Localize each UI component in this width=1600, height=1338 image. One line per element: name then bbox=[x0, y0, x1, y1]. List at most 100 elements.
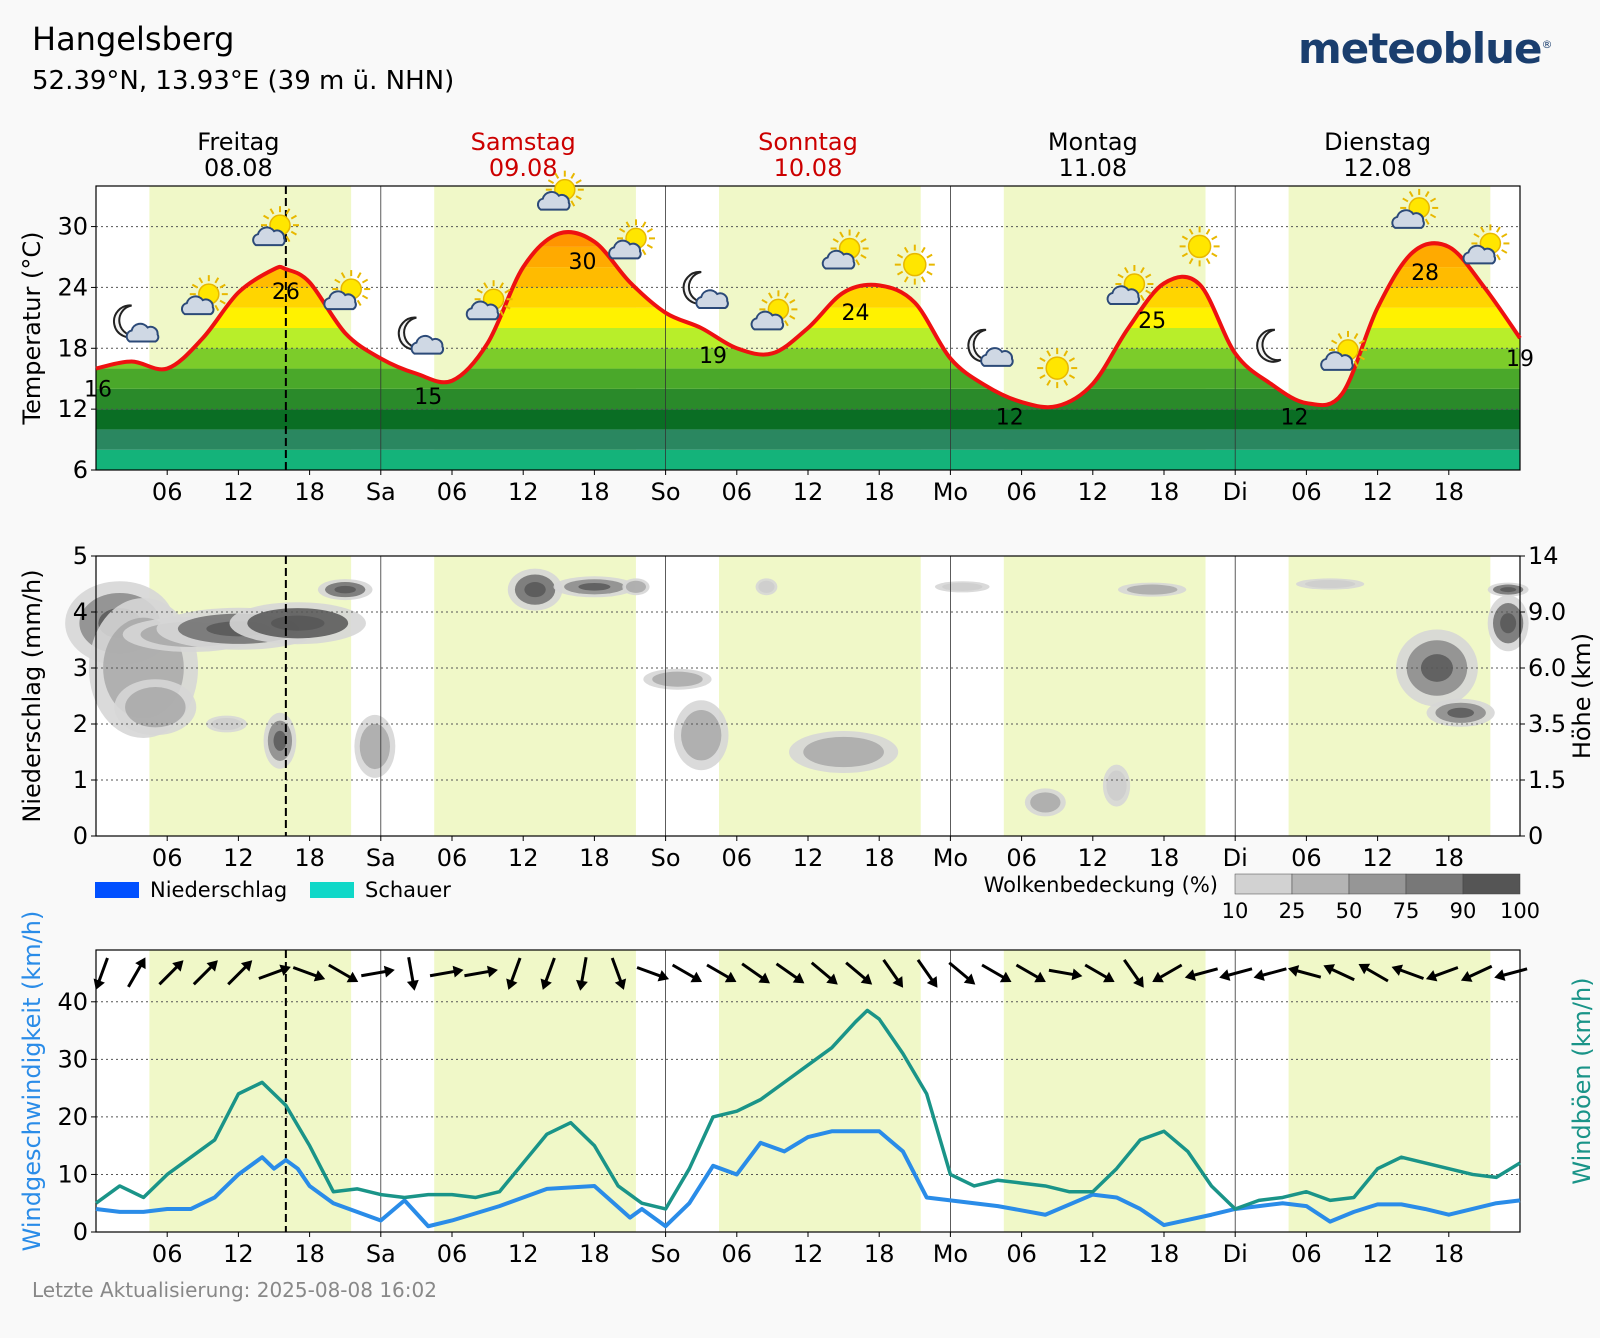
wind-ytick-label: 10 bbox=[57, 1160, 88, 1188]
sun-ray bbox=[361, 278, 369, 284]
temp-label: 12 bbox=[1281, 406, 1309, 431]
sun-ray bbox=[619, 227, 626, 233]
wind-arrow-icon bbox=[540, 957, 556, 990]
day-name-1: Samstag bbox=[471, 128, 576, 156]
cloud-blob-inner bbox=[1304, 579, 1356, 589]
sun-ray bbox=[219, 283, 226, 289]
cloud-blob-inner bbox=[803, 736, 884, 768]
wind-xtick-label: Mo bbox=[933, 1240, 968, 1268]
sun-ray bbox=[1473, 233, 1480, 238]
temp-label: 24 bbox=[841, 301, 869, 326]
sun-ray bbox=[903, 246, 909, 254]
sun-ray bbox=[1205, 228, 1211, 235]
wind-daylight-2 bbox=[719, 950, 921, 1232]
height-tick-label: 9.0 bbox=[1528, 598, 1566, 626]
sun-ray bbox=[340, 272, 346, 279]
meteoblue-logo[interactable]: meteoblue® bbox=[1298, 24, 1553, 73]
sun-ray bbox=[1358, 355, 1365, 361]
wind-xtick-label: Di bbox=[1223, 1240, 1248, 1268]
height-y-axis-label: Höhe (km) bbox=[1568, 633, 1596, 759]
wind-arrow-icon bbox=[1084, 963, 1115, 983]
sun-cloud-icon bbox=[252, 206, 299, 247]
sun-ray bbox=[920, 276, 926, 283]
day-name-2: Sonntag bbox=[758, 128, 858, 156]
sun-ray bbox=[1046, 379, 1052, 386]
wind-arrow-head bbox=[135, 957, 146, 970]
wind-xtick-label: 12 bbox=[508, 1240, 539, 1268]
cloud-shape bbox=[410, 334, 445, 355]
temp-xtick-label: 06 bbox=[152, 478, 183, 506]
cloud-scale-label: 90 bbox=[1450, 899, 1477, 923]
sun-ray bbox=[926, 270, 933, 276]
wind-arrow-icon bbox=[506, 957, 522, 990]
cloud-scale-label: 10 bbox=[1222, 899, 1249, 923]
sun-ray bbox=[641, 249, 647, 256]
precip-y-axis-label: Niederschlag (mm/h) bbox=[18, 569, 46, 822]
precip-ytick-label: 4 bbox=[73, 598, 88, 626]
temp-band bbox=[96, 429, 1520, 450]
sun-ray bbox=[646, 243, 653, 249]
wind-arrow-head bbox=[999, 971, 1012, 983]
sun-disc bbox=[1187, 234, 1212, 259]
sun-ray bbox=[1353, 360, 1359, 367]
logo-text: meteoblue bbox=[1298, 24, 1543, 73]
wind-arrow-head bbox=[1071, 968, 1083, 981]
precip-xtick-label: 06 bbox=[437, 844, 468, 872]
sun-ray bbox=[784, 320, 789, 327]
height-tick-label: 0 bbox=[1528, 822, 1543, 850]
temp-xtick-label: Sa bbox=[366, 478, 396, 506]
sun-icon bbox=[1037, 348, 1078, 389]
cloud-shape bbox=[125, 322, 160, 343]
precip-xtick-label: 12 bbox=[793, 844, 824, 872]
wind-arrow-icon bbox=[1152, 963, 1183, 983]
temp-y-axis-label: Temperatur (°C) bbox=[18, 232, 46, 426]
sun-ray bbox=[1145, 289, 1152, 295]
wind-xtick-label: 12 bbox=[793, 1240, 824, 1268]
sun-ray bbox=[1188, 228, 1194, 235]
wind-arrow-head bbox=[1253, 969, 1265, 981]
sun-ray bbox=[625, 221, 631, 228]
sun-ray bbox=[926, 253, 933, 259]
wind-arrow-head bbox=[1425, 970, 1438, 982]
wind-xtick-label: 18 bbox=[864, 1240, 895, 1268]
sun-ray bbox=[832, 238, 839, 243]
wind-arrow-icon bbox=[258, 964, 291, 980]
precip-ytick-label: 1 bbox=[73, 766, 88, 794]
cloud-shape bbox=[980, 347, 1014, 367]
sun-ray bbox=[1501, 233, 1508, 238]
cloud-shape bbox=[536, 190, 571, 211]
sun-ray bbox=[554, 172, 560, 179]
sun-ray bbox=[1039, 374, 1046, 379]
moon-icon bbox=[1256, 328, 1282, 363]
wind-arrow-icon bbox=[227, 960, 253, 986]
sun-cloud-icon bbox=[1391, 188, 1439, 229]
temp-xtick-label: 12 bbox=[508, 478, 539, 506]
precip-ytick-label: 5 bbox=[73, 542, 88, 570]
wind-arrow-icon bbox=[576, 956, 588, 991]
temp-band bbox=[96, 449, 1520, 470]
wind-arrow-head bbox=[1184, 969, 1197, 981]
wind-arrow-head bbox=[576, 979, 588, 991]
day-date-3: 11.08 bbox=[1058, 154, 1127, 182]
sun-ray bbox=[570, 172, 576, 179]
wind-arrow-head bbox=[792, 972, 805, 984]
sun-ray bbox=[334, 278, 341, 284]
wind-ytick-label: 20 bbox=[57, 1103, 88, 1131]
cloud-blob-inner bbox=[652, 671, 703, 687]
logo-registered-mark: ® bbox=[1541, 38, 1553, 51]
sun-cloud-icon bbox=[1320, 330, 1367, 371]
temp-xtick-label: 06 bbox=[1006, 478, 1037, 506]
wind-arrow-head bbox=[1034, 971, 1046, 983]
wind-arrow-head bbox=[1287, 965, 1300, 977]
temp-xtick-label: 18 bbox=[864, 478, 895, 506]
wind-xtick-label: 12 bbox=[1078, 1240, 1109, 1268]
sun-ray bbox=[1337, 332, 1343, 340]
wind-xtick-label: 18 bbox=[579, 1240, 610, 1268]
sun-ray bbox=[361, 294, 369, 300]
location-title: Hangelsberg bbox=[32, 20, 235, 58]
cloud-shape bbox=[323, 290, 357, 311]
sun-ray bbox=[290, 214, 297, 220]
cloud-shape bbox=[1106, 285, 1141, 305]
cloud-shape bbox=[821, 249, 856, 270]
